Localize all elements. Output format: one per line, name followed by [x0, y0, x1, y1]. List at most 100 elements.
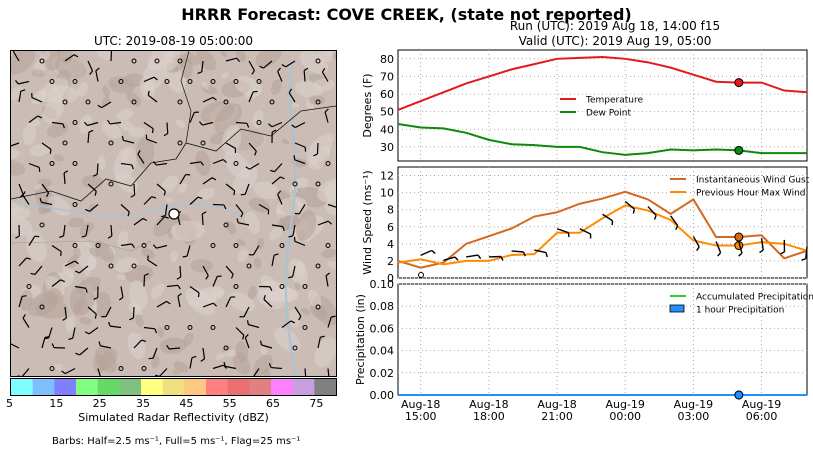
barb-flag [271, 129, 277, 133]
barb-flag [51, 343, 55, 348]
wind-barb [160, 204, 168, 218]
barb-staff [327, 368, 330, 376]
terrain-shade [161, 175, 179, 194]
barb-flag [148, 357, 154, 360]
wind-barb [212, 364, 228, 370]
calm-wind-marker [72, 243, 78, 248]
barb-staff [294, 240, 306, 247]
barb-staff [79, 265, 89, 274]
barb-flag [298, 315, 302, 321]
barb-staff [760, 238, 764, 251]
wind-barb [248, 245, 260, 256]
wind-barb [420, 249, 436, 256]
calm-wind-marker [187, 325, 193, 330]
barb-flag [182, 255, 188, 258]
calm-wind-marker [39, 304, 45, 310]
barb-flag [254, 150, 257, 156]
panel-1: 0 2 4 6 8 10 12 Wind Speed (ms⁻¹) Instantaneous … [361, 166, 810, 285]
terrain-shade [87, 255, 97, 270]
terrain-shade [153, 213, 176, 237]
terrain-shade [22, 123, 37, 146]
wind-barb [303, 67, 309, 82]
terrain-shade [269, 226, 283, 241]
barb-staff [325, 275, 329, 287]
barb-flag [500, 256, 504, 261]
wind-barb [31, 93, 43, 103]
y-tick-label: 60 [380, 88, 394, 101]
x-tick-label: Aug-19 [742, 398, 781, 411]
wind-barb [271, 176, 285, 185]
barb-flag [611, 220, 614, 226]
barb-staff [18, 183, 24, 195]
road-line [11, 240, 152, 252]
wind-barb [263, 295, 273, 308]
barb-flag [240, 212, 244, 218]
barb-flag [277, 67, 282, 72]
terrain-shade [291, 102, 300, 108]
terrain-shade [49, 287, 64, 303]
panel-frame [397, 283, 808, 396]
colorbar-swatch [271, 379, 294, 395]
barb-staff [179, 265, 182, 278]
barb-staff [166, 284, 178, 288]
terrain-shade [89, 247, 100, 258]
wind-barb [156, 300, 171, 308]
wind-barb [294, 204, 306, 215]
terrain-shade [235, 51, 247, 63]
wind-barb [61, 367, 76, 375]
barb-flag [223, 204, 227, 210]
barb-flag [251, 70, 255, 75]
wind-barb [236, 218, 250, 226]
barb-staff [156, 183, 166, 192]
barb-flag [263, 295, 266, 300]
wind-barb [488, 255, 504, 261]
barb-flag [14, 80, 19, 85]
terrain-shade [117, 274, 126, 280]
barb-staff [466, 254, 479, 258]
terrain-shade [288, 258, 309, 286]
highlight-point [734, 78, 744, 88]
barb-staff [41, 142, 52, 150]
wind-barb [235, 204, 244, 218]
barb-staff [225, 183, 236, 192]
colorbar-swatch [292, 379, 315, 395]
barb-staff [212, 364, 224, 370]
colorbar-tick-label: 65 [266, 397, 280, 410]
terrain-shade [53, 154, 65, 162]
calm-wind-marker [418, 272, 424, 278]
calm-wind-marker [85, 99, 91, 105]
wind-barb [202, 302, 217, 308]
wind-barb [225, 265, 234, 279]
wind-barb [189, 355, 197, 369]
terrain-shade [197, 187, 216, 200]
barb-staff [133, 217, 144, 226]
barb-flag [696, 246, 700, 252]
barb-flag [293, 155, 296, 160]
wind-barb [780, 239, 786, 255]
terrain-shade [46, 122, 69, 138]
wind-barb [271, 129, 277, 144]
wind-barb [143, 76, 158, 83]
barb-flag [211, 177, 217, 181]
barb-flag [222, 159, 227, 163]
barb-flag [202, 211, 207, 215]
barb-flag [141, 339, 147, 342]
calm-wind-marker [141, 243, 147, 248]
wind-barb [145, 134, 158, 144]
wind-barb [602, 213, 614, 226]
barb-flag [270, 169, 275, 173]
barb-staff [133, 183, 136, 196]
barb-flag [107, 119, 111, 125]
barb-staff [202, 347, 206, 359]
terrain-shade [128, 303, 143, 315]
x-tick-label: 15:00 [405, 410, 437, 423]
terrain-shade [308, 145, 330, 171]
barb-staff [123, 139, 135, 144]
colorbar-swatch [119, 379, 142, 395]
barb-staff [28, 235, 36, 246]
panel-frame [397, 166, 808, 279]
barb-staff [41, 201, 53, 206]
wind-barb [101, 306, 112, 318]
barb-flag [268, 363, 272, 368]
terrain-shade [321, 248, 336, 258]
